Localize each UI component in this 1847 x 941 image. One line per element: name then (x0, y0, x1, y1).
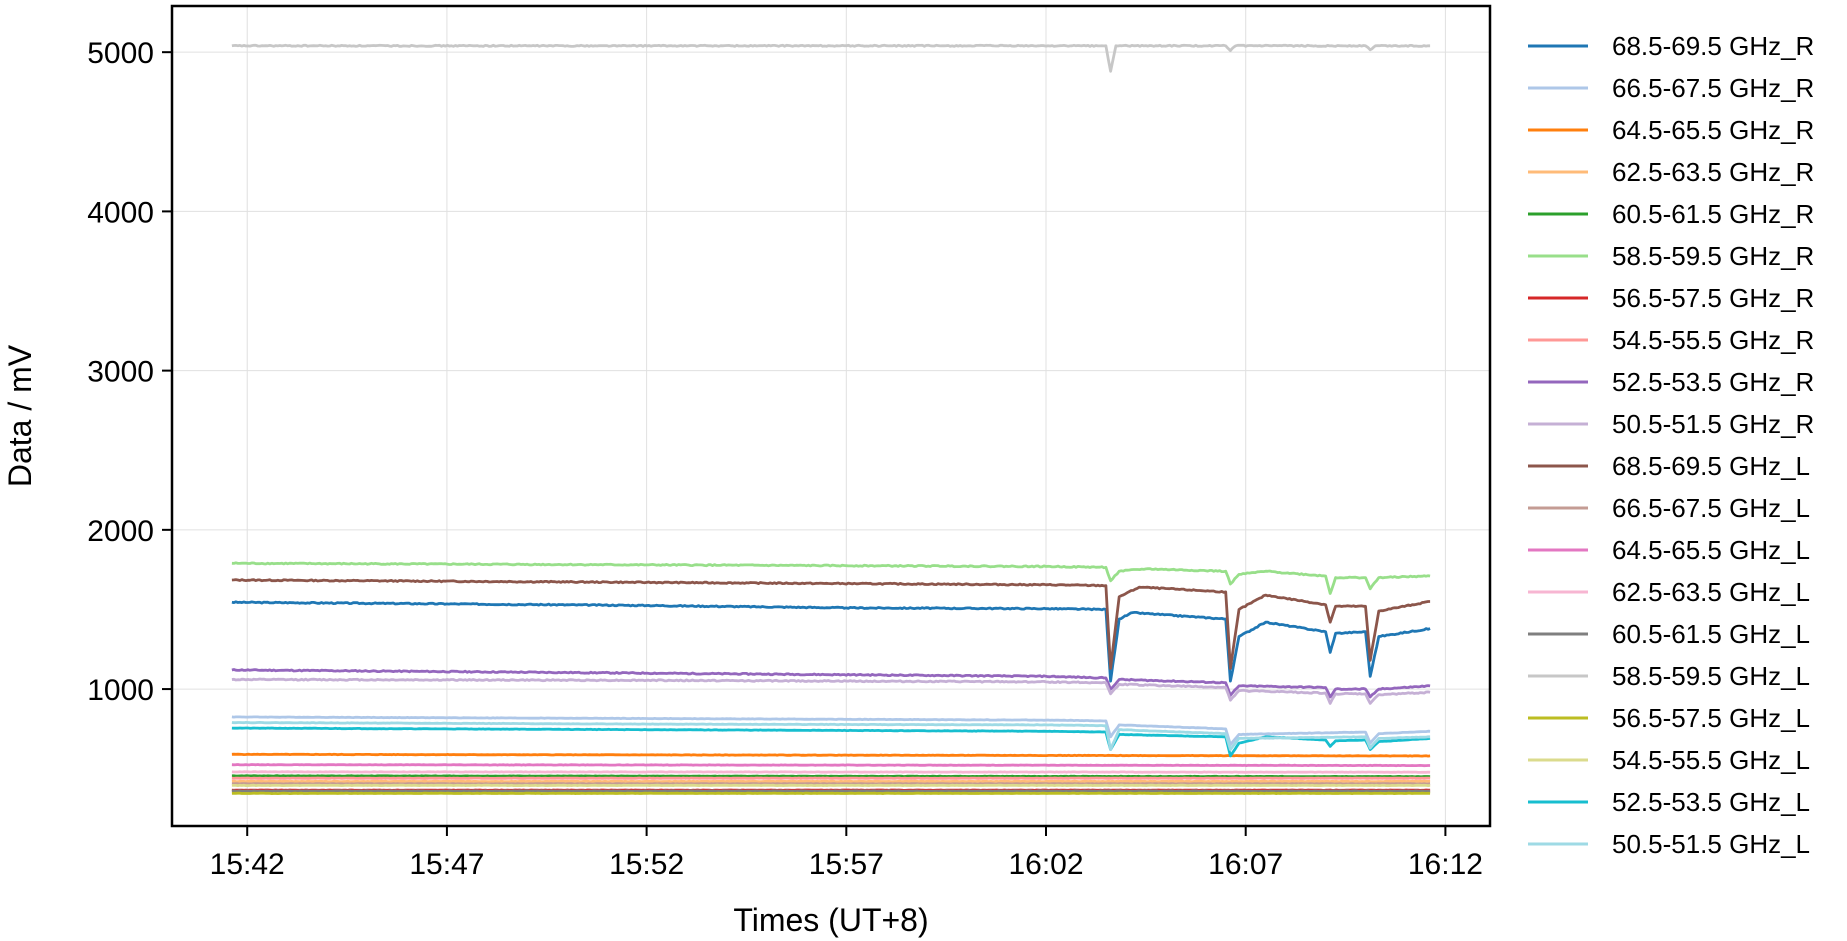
legend-label: 52.5-53.5 GHz_R (1612, 367, 1814, 397)
series-line-1 (231, 600, 1431, 683)
series-line-13 (231, 763, 1431, 768)
legend-label: 56.5-57.5 GHz_L (1612, 703, 1810, 733)
y-tick-label: 1000 (87, 674, 154, 707)
series-line-19 (231, 726, 1431, 758)
legend-label: 60.5-61.5 GHz_L (1612, 619, 1810, 649)
legend-label: 62.5-63.5 GHz_R (1612, 157, 1814, 187)
legend-label: 68.5-69.5 GHz_L (1612, 451, 1810, 481)
series-line-11 (231, 578, 1431, 670)
series-layer (231, 43, 1431, 795)
legend-label: 66.5-67.5 GHz_L (1612, 493, 1810, 523)
legend-label: 64.5-65.5 GHz_R (1612, 115, 1814, 145)
series-line-20 (231, 721, 1431, 751)
legend-label: 62.5-63.5 GHz_L (1612, 577, 1810, 607)
legend-label: 58.5-59.5 GHz_L (1612, 661, 1810, 691)
legend-label: 66.5-67.5 GHz_R (1612, 73, 1814, 103)
legend-label: 50.5-51.5 GHz_L (1612, 829, 1810, 859)
series-line-6 (231, 561, 1431, 595)
plot-area-frame (170, 4, 1492, 828)
y-tick-label: 4000 (87, 196, 154, 229)
x-tick-label: 16:07 (1208, 848, 1283, 881)
series-line-16 (231, 43, 1431, 73)
legend: 68.5-69.5 GHz_R 66.5-67.5 GHz_R 64.5-65.5 … (1528, 31, 1814, 859)
y-tick-label: 2000 (87, 515, 154, 548)
legend-label: 60.5-61.5 GHz_R (1612, 199, 1814, 229)
series-line-10 (231, 677, 1431, 705)
x-tick-label: 15:52 (609, 848, 684, 881)
series-line-3 (231, 752, 1431, 758)
legend-label: 56.5-57.5 GHz_R (1612, 283, 1814, 313)
series-line-9 (231, 668, 1431, 699)
x-tick-label: 15:47 (409, 848, 484, 881)
series-line-14 (231, 770, 1431, 774)
legend-label: 68.5-69.5 GHz_R (1612, 31, 1814, 61)
legend-label: 52.5-53.5 GHz_L (1612, 787, 1810, 817)
x-tick-label: 16:02 (1008, 848, 1083, 881)
legend-label: 54.5-55.5 GHz_L (1612, 745, 1810, 775)
legend-label: 54.5-55.5 GHz_R (1612, 325, 1814, 355)
x-tick-label: 15:57 (809, 848, 884, 881)
grid-layer (172, 6, 1490, 826)
y-axis-label: Data / mV (2, 344, 38, 487)
series-line-5 (231, 774, 1431, 779)
legend-label: 58.5-59.5 GHz_R (1612, 241, 1814, 271)
y-tick-label: 3000 (87, 356, 154, 389)
axis-layer: 15:42 15:47 15:52 15:57 16:02 16:07 16:12 1000 2… (87, 37, 1483, 881)
x-tick-label: 16:12 (1408, 848, 1483, 881)
legend-label: 50.5-51.5 GHz_R (1612, 409, 1814, 439)
legend-label: 64.5-65.5 GHz_L (1612, 535, 1810, 565)
y-tick-label: 5000 (87, 37, 154, 70)
x-axis-label: Times (UT+8) (733, 902, 928, 938)
x-tick-label: 15:42 (210, 848, 285, 881)
